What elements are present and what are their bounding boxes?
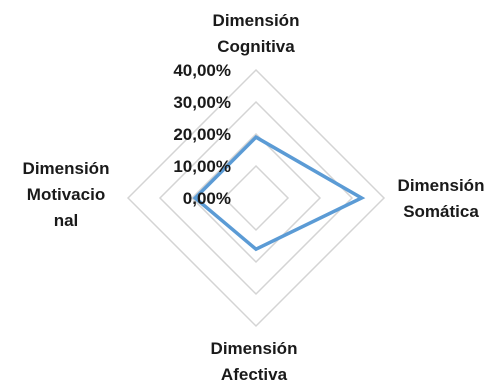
tick-labels: 0,00% 10,00% 20,00% 30,00% 40,00% (173, 61, 231, 208)
grid-ring-4 (126, 68, 386, 328)
category-label: Dimensión Cognitiva (213, 11, 300, 56)
tick-label: 40,00% (173, 61, 231, 80)
grid-ring-3 (158, 100, 354, 296)
grid-ring-2 (190, 132, 322, 264)
category-label: Dimensión Motivacio nal (23, 159, 110, 230)
grid-ring-1 (222, 164, 290, 232)
series-line-0 (192, 135, 366, 252)
category-label: Dimensión Somática (398, 176, 485, 221)
tick-label: 20,00% (173, 125, 231, 144)
tick-label: 10,00% (173, 157, 231, 176)
category-labels: Dimensión Cognitiva Dimensión Somática Dimen… (23, 11, 485, 384)
category-label: Dimensión Afectiva (211, 339, 298, 384)
series-layer (192, 135, 366, 252)
tick-label: 0,00% (183, 189, 231, 208)
grid-layer (126, 68, 386, 328)
tick-label: 30,00% (173, 93, 231, 112)
